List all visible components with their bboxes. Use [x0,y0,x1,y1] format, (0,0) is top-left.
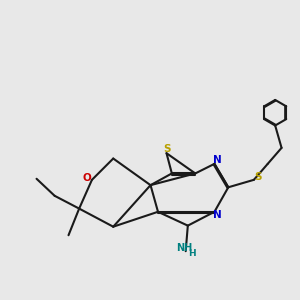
Text: O: O [83,173,92,183]
Text: N: N [213,210,222,220]
Text: S: S [163,144,170,154]
Text: N: N [213,155,222,165]
Text: S: S [255,172,262,182]
Text: H: H [188,249,195,258]
Text: NH: NH [176,243,192,253]
